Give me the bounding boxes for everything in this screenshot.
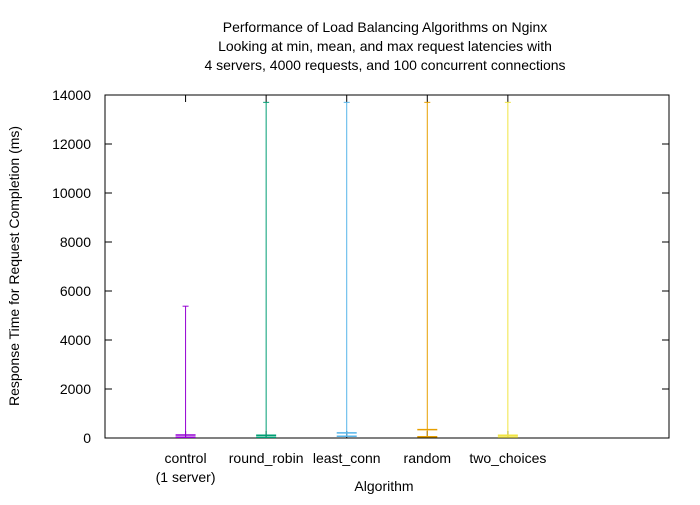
y-tick-label: 2000 — [60, 381, 91, 397]
y-tick-label: 4000 — [60, 332, 91, 348]
y-tick-label: 10000 — [52, 185, 91, 201]
y-tick-label: 12000 — [52, 136, 91, 152]
x-tick-label: least_conn — [313, 450, 381, 466]
x-tick-label: control — [165, 450, 207, 466]
x-axis-label: Algorithm — [354, 478, 413, 494]
chart-title-line-3: 4 servers, 4000 requests, and 100 concur… — [204, 57, 565, 73]
y-tick-label: 6000 — [60, 283, 91, 299]
chart-title-line-1: Performance of Load Balancing Algorithms… — [223, 19, 548, 35]
x-tick-label: two_choices — [469, 450, 546, 466]
x-tick-label: random — [404, 450, 451, 466]
chart-title-line-2: Looking at min, mean, and max request la… — [218, 38, 552, 54]
x-tick-label: (1 server) — [156, 469, 216, 485]
y-tick-label: 8000 — [60, 234, 91, 250]
x-tick-label: round_robin — [229, 450, 304, 466]
plot-frame — [104, 94, 670, 439]
y-axis-label: Response Time for Request Completion (ms… — [6, 126, 22, 406]
y-tick-label: 14000 — [52, 87, 91, 103]
y-tick-label: 0 — [83, 430, 91, 446]
